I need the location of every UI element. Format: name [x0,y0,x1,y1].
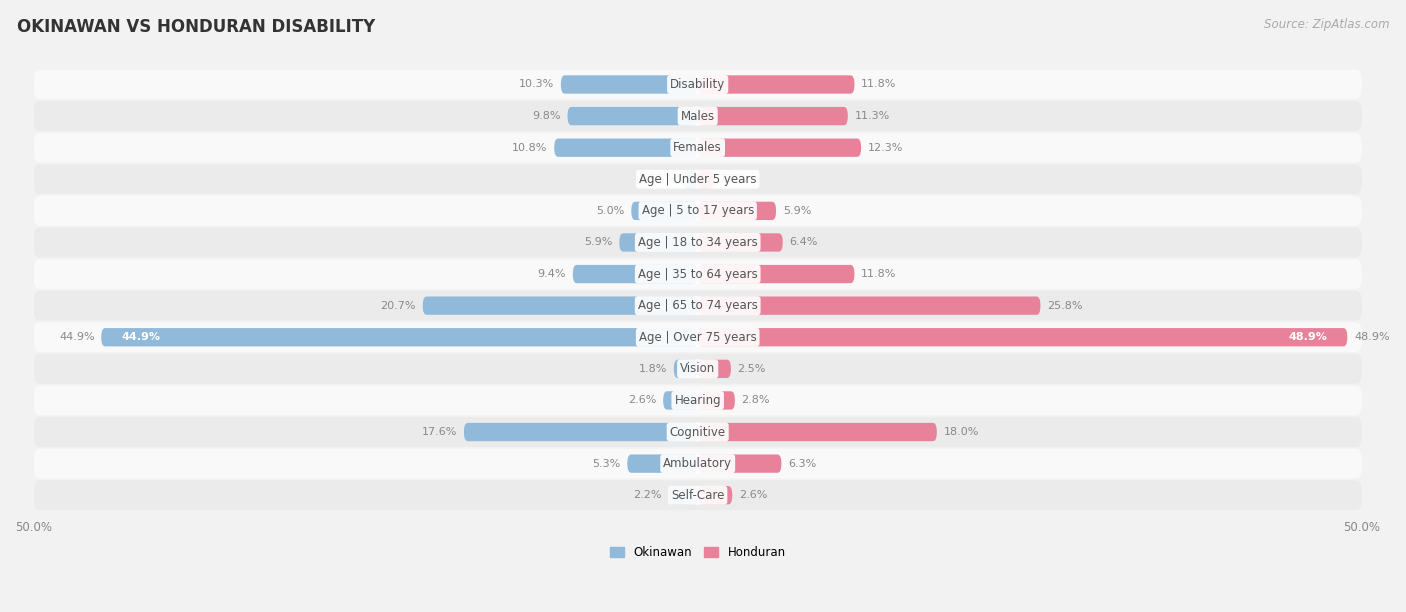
FancyBboxPatch shape [568,107,697,125]
Text: 5.9%: 5.9% [585,237,613,247]
Text: Disability: Disability [671,78,725,91]
Text: Age | 5 to 17 years: Age | 5 to 17 years [641,204,754,217]
Text: Hearing: Hearing [675,394,721,407]
Text: 1.8%: 1.8% [638,364,668,374]
FancyBboxPatch shape [34,417,1362,447]
FancyBboxPatch shape [697,75,855,94]
FancyBboxPatch shape [627,455,697,473]
FancyBboxPatch shape [668,486,697,504]
FancyBboxPatch shape [697,423,936,441]
Text: 2.2%: 2.2% [633,490,662,500]
Text: 5.3%: 5.3% [592,458,620,469]
FancyBboxPatch shape [683,170,697,188]
Text: 18.0%: 18.0% [943,427,979,437]
Text: 2.6%: 2.6% [628,395,657,405]
Text: 6.4%: 6.4% [789,237,818,247]
FancyBboxPatch shape [34,165,1362,194]
Text: 11.8%: 11.8% [860,80,897,89]
FancyBboxPatch shape [464,423,697,441]
Text: OKINAWAN VS HONDURAN DISABILITY: OKINAWAN VS HONDURAN DISABILITY [17,18,375,36]
Text: Age | 18 to 34 years: Age | 18 to 34 years [638,236,758,249]
Text: Age | Over 75 years: Age | Over 75 years [638,330,756,344]
FancyBboxPatch shape [34,228,1362,257]
FancyBboxPatch shape [423,296,697,315]
FancyBboxPatch shape [34,70,1362,99]
FancyBboxPatch shape [561,75,697,94]
FancyBboxPatch shape [673,360,697,378]
Text: Source: ZipAtlas.com: Source: ZipAtlas.com [1264,18,1389,31]
FancyBboxPatch shape [34,354,1362,384]
FancyBboxPatch shape [697,360,731,378]
Text: Males: Males [681,110,714,122]
Text: 5.0%: 5.0% [596,206,624,216]
FancyBboxPatch shape [664,391,697,409]
FancyBboxPatch shape [697,296,1040,315]
FancyBboxPatch shape [34,323,1362,352]
FancyBboxPatch shape [697,328,1347,346]
Text: 2.8%: 2.8% [741,395,770,405]
Text: 10.8%: 10.8% [512,143,547,152]
FancyBboxPatch shape [572,265,697,283]
FancyBboxPatch shape [697,265,855,283]
Text: 9.8%: 9.8% [533,111,561,121]
FancyBboxPatch shape [34,386,1362,416]
Text: 12.3%: 12.3% [868,143,903,152]
FancyBboxPatch shape [34,480,1362,510]
FancyBboxPatch shape [101,328,697,346]
FancyBboxPatch shape [34,101,1362,131]
Text: 5.9%: 5.9% [783,206,811,216]
FancyBboxPatch shape [697,486,733,504]
Text: 6.3%: 6.3% [787,458,817,469]
FancyBboxPatch shape [697,138,860,157]
Text: 11.8%: 11.8% [860,269,897,279]
Text: 11.3%: 11.3% [855,111,890,121]
Text: 2.6%: 2.6% [740,490,768,500]
FancyBboxPatch shape [697,391,735,409]
FancyBboxPatch shape [554,138,697,157]
Text: 25.8%: 25.8% [1047,300,1083,311]
Text: 2.5%: 2.5% [738,364,766,374]
Text: Age | 35 to 64 years: Age | 35 to 64 years [638,267,758,280]
Text: Self-Care: Self-Care [671,489,724,502]
Text: 44.9%: 44.9% [121,332,160,342]
Text: Cognitive: Cognitive [669,425,725,439]
Text: 1.2%: 1.2% [720,174,748,184]
Text: Age | 65 to 74 years: Age | 65 to 74 years [638,299,758,312]
FancyBboxPatch shape [697,233,783,252]
Text: Age | Under 5 years: Age | Under 5 years [638,173,756,186]
Text: 48.9%: 48.9% [1354,332,1389,342]
Text: 1.1%: 1.1% [648,174,676,184]
Text: 9.4%: 9.4% [537,269,567,279]
FancyBboxPatch shape [619,233,697,252]
Text: Ambulatory: Ambulatory [664,457,733,470]
Text: Females: Females [673,141,723,154]
Text: 48.9%: 48.9% [1288,332,1327,342]
FancyBboxPatch shape [34,449,1362,479]
FancyBboxPatch shape [34,196,1362,226]
Text: 10.3%: 10.3% [519,80,554,89]
Text: 20.7%: 20.7% [381,300,416,311]
FancyBboxPatch shape [631,202,697,220]
Text: Vision: Vision [681,362,716,375]
FancyBboxPatch shape [34,291,1362,321]
FancyBboxPatch shape [697,202,776,220]
FancyBboxPatch shape [697,455,782,473]
Text: 17.6%: 17.6% [422,427,457,437]
FancyBboxPatch shape [34,259,1362,289]
FancyBboxPatch shape [697,170,714,188]
FancyBboxPatch shape [34,133,1362,163]
FancyBboxPatch shape [697,107,848,125]
Text: 44.9%: 44.9% [59,332,94,342]
Legend: Okinawan, Honduran: Okinawan, Honduran [605,542,790,564]
